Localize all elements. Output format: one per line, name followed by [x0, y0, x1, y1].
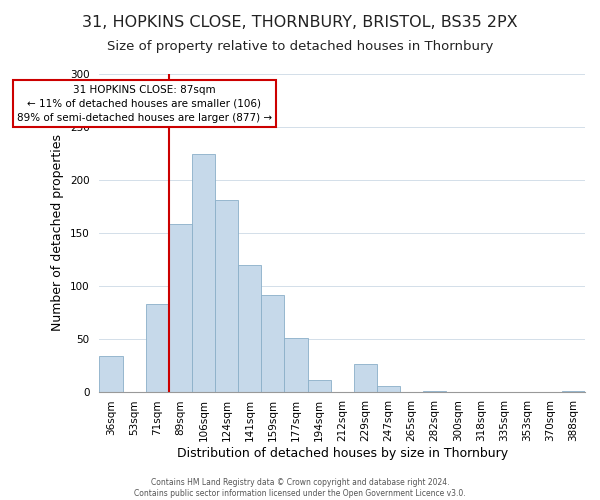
Bar — [562, 390, 585, 392]
Text: Size of property relative to detached houses in Thornbury: Size of property relative to detached ho… — [107, 40, 493, 53]
Bar — [423, 390, 446, 392]
Bar — [192, 154, 215, 392]
Bar — [146, 304, 169, 392]
Bar — [284, 338, 308, 392]
X-axis label: Distribution of detached houses by size in Thornbury: Distribution of detached houses by size … — [176, 447, 508, 460]
Text: 31 HOPKINS CLOSE: 87sqm
← 11% of detached houses are smaller (106)
89% of semi-d: 31 HOPKINS CLOSE: 87sqm ← 11% of detache… — [17, 84, 272, 122]
Y-axis label: Number of detached properties: Number of detached properties — [52, 134, 64, 332]
Bar — [261, 296, 284, 392]
Text: Contains HM Land Registry data © Crown copyright and database right 2024.
Contai: Contains HM Land Registry data © Crown c… — [134, 478, 466, 498]
Bar — [377, 386, 400, 392]
Bar — [169, 224, 192, 392]
Bar — [354, 364, 377, 392]
Text: 31, HOPKINS CLOSE, THORNBURY, BRISTOL, BS35 2PX: 31, HOPKINS CLOSE, THORNBURY, BRISTOL, B… — [82, 15, 518, 30]
Bar — [100, 356, 122, 392]
Bar — [308, 380, 331, 392]
Bar — [238, 264, 261, 392]
Bar — [215, 200, 238, 392]
